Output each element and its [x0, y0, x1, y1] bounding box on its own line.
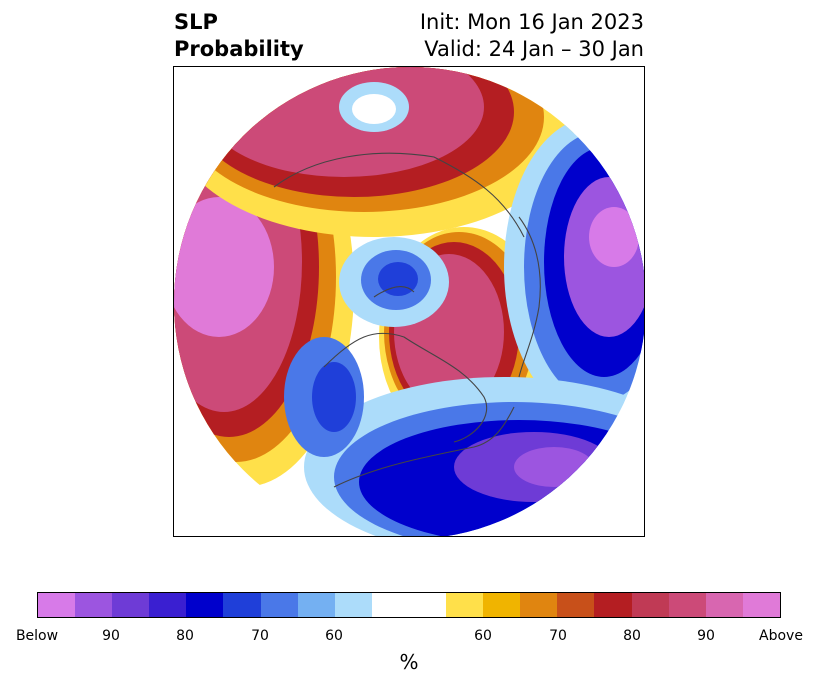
colorbar-segment — [186, 593, 224, 617]
colorbar-segment — [631, 593, 669, 617]
tick-below-70: 70 — [251, 628, 269, 644]
colorbar-segment — [483, 593, 521, 617]
colorbar-segment — [223, 593, 261, 617]
chart-title-right: Init: Mon 16 Jan 2023 Valid: 24 Jan – 30… — [420, 9, 644, 63]
tick-above-60: 60 — [474, 628, 492, 644]
colorbar-segment — [742, 593, 780, 617]
colorbar-segment — [38, 593, 76, 617]
colorbar-segment — [668, 593, 706, 617]
tick-below-60: 60 — [325, 628, 343, 644]
init-date: Init: Mon 16 Jan 2023 — [419, 10, 644, 34]
colorbar-segment — [75, 593, 113, 617]
tick-below-90: 90 — [102, 628, 120, 644]
map-svg — [174, 67, 644, 536]
tick-below-80: 80 — [176, 628, 194, 644]
tick-above-70: 70 — [549, 628, 567, 644]
colorbar-segment — [334, 593, 372, 617]
colorbar-segment — [594, 593, 632, 617]
colorbar-segment — [371, 593, 447, 617]
colorbar-segment — [112, 593, 150, 617]
valid-range: Valid: 24 Jan – 30 Jan — [424, 37, 644, 61]
tick-above-90: 90 — [697, 628, 715, 644]
colorbar-label: % — [399, 650, 419, 674]
title-variable: SLP — [174, 10, 218, 34]
tick-above-80: 80 — [623, 628, 641, 644]
colorbar-segment — [446, 593, 484, 617]
tick-below: Below — [15, 628, 59, 644]
below-region-arctic — [339, 237, 449, 327]
colorbar-segment — [297, 593, 335, 617]
colorbar-segment — [260, 593, 298, 617]
colorbar-segment — [557, 593, 595, 617]
tick-above: Above — [759, 628, 803, 644]
colorbar — [37, 592, 781, 618]
coastlines — [273, 152, 541, 488]
chart-title-left: SLP Probability — [174, 9, 304, 63]
title-quantity: Probability — [174, 37, 304, 61]
polar-map — [173, 66, 645, 537]
colorbar-segment — [705, 593, 743, 617]
colorbar-segment — [149, 593, 187, 617]
colorbar-segment — [520, 593, 558, 617]
